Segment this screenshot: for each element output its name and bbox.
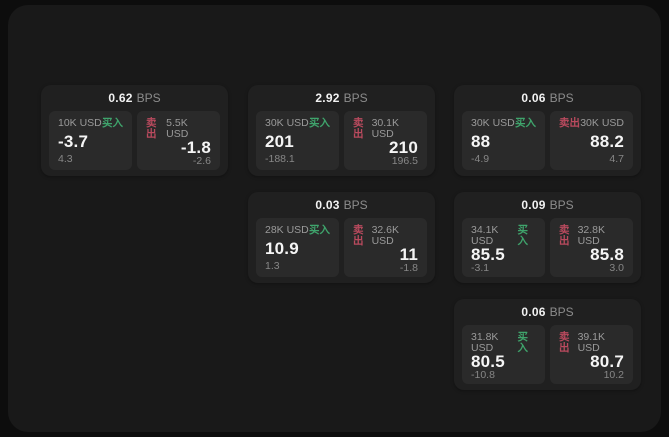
sell-price-value: 85.8 xyxy=(590,245,624,264)
buy-side-label: 买入 xyxy=(102,117,123,129)
quote-card: 0.06 BPS 31.8K USD 买入 80.5 -10.8 卖出 39.1… xyxy=(454,299,641,390)
quote-row: 34.1K USD 买入 85.5 -3.1 卖出 32.8K USD 85.8… xyxy=(462,218,633,277)
sell-size-label: 30K USD xyxy=(580,117,624,129)
buy-delta-value: 1.3 xyxy=(265,259,280,272)
buy-side-label: 买入 xyxy=(517,224,528,247)
sell-size-label: 5.5K USD xyxy=(166,117,189,140)
buy-size-label: 34.1K USD xyxy=(471,224,499,247)
bps-unit-label: BPS xyxy=(136,91,161,105)
card-header: 2.92 BPS xyxy=(248,85,435,111)
sell-side-label: 卖出 xyxy=(146,117,157,140)
buy-side-label: 买入 xyxy=(309,224,330,236)
sell-quote-tile[interactable]: 卖出 30K USD 88.2 4.7 xyxy=(550,111,633,170)
sell-side-label: 卖出 xyxy=(559,117,580,129)
buy-price-value: 80.5 xyxy=(471,352,505,371)
sell-price-value: 88.2 xyxy=(590,131,624,151)
sell-price-value: -1.8 xyxy=(180,138,211,157)
sell-price-value: 80.7 xyxy=(590,352,624,371)
buy-price-value: 85.5 xyxy=(471,245,505,264)
buy-quote-tile[interactable]: 31.8K USD 买入 80.5 -10.8 xyxy=(462,325,545,384)
buy-price-value: -3.7 xyxy=(58,131,89,151)
sell-quote-tile[interactable]: 卖出 5.5K USD -1.8 -2.6 xyxy=(137,111,220,170)
sell-delta-value: -1.8 xyxy=(399,262,418,274)
quote-card: 0.06 BPS 30K USD 买入 88 -4.9 卖出 30K USD 8… xyxy=(454,85,641,176)
buy-size-label: 30K USD xyxy=(471,117,515,129)
buy-size-label: 30K USD xyxy=(265,117,309,129)
sell-price-value: 11 xyxy=(399,245,418,264)
buy-quote-tile[interactable]: 30K USD 买入 201 -188.1 xyxy=(256,111,339,170)
buy-price-value: 10.9 xyxy=(265,238,299,258)
spread-bps-value: 0.09 xyxy=(521,198,546,212)
sell-delta-value: 10.2 xyxy=(603,369,624,381)
buy-quote-tile[interactable]: 10K USD 买入 -3.7 4.3 xyxy=(49,111,132,170)
sell-side-label: 卖出 xyxy=(559,224,570,247)
sell-price-value: 210 xyxy=(389,138,418,157)
buy-size-label: 10K USD xyxy=(58,117,102,129)
buy-quote-tile[interactable]: 28K USD 买入 10.9 1.3 xyxy=(256,218,339,277)
quote-card: 0.09 BPS 34.1K USD 买入 85.5 -3.1 卖出 32.8K… xyxy=(454,192,641,283)
quote-row: 30K USD 买入 88 -4.9 卖出 30K USD 88.2 4.7 xyxy=(462,111,633,170)
quote-row: 31.8K USD 买入 80.5 -10.8 卖出 39.1K USD 80.… xyxy=(462,325,633,384)
sell-side-label: 卖出 xyxy=(559,331,570,354)
sell-quote-tile[interactable]: 卖出 30.1K USD 210 196.5 xyxy=(344,111,427,170)
buy-size-label: 28K USD xyxy=(265,224,309,236)
buy-delta-value: 4.3 xyxy=(58,152,73,165)
bps-unit-label: BPS xyxy=(549,305,574,319)
quote-row: 10K USD 买入 -3.7 4.3 卖出 5.5K USD -1.8 -2.… xyxy=(49,111,220,170)
sell-delta-value: 196.5 xyxy=(391,155,418,167)
sell-side-label: 卖出 xyxy=(353,117,364,140)
buy-side-label: 买入 xyxy=(515,117,536,129)
sell-delta-value: 4.7 xyxy=(609,152,624,165)
buy-delta-value: -4.9 xyxy=(471,152,490,165)
buy-size-label: 31.8K USD xyxy=(471,331,499,354)
sell-size-label: 30.1K USD xyxy=(371,117,400,140)
quote-row: 28K USD 买入 10.9 1.3 卖出 32.6K USD 11 -1.8 xyxy=(256,218,427,277)
buy-price-value: 88 xyxy=(471,131,491,151)
card-header: 0.06 BPS xyxy=(454,85,641,111)
card-header: 0.06 BPS xyxy=(454,299,641,325)
buy-delta-value: -10.8 xyxy=(471,369,495,381)
spread-bps-value: 0.06 xyxy=(521,305,546,319)
card-header: 0.09 BPS xyxy=(454,192,641,218)
sell-side-label: 卖出 xyxy=(353,224,364,247)
sell-size-label: 32.6K USD xyxy=(371,224,400,247)
sell-quote-tile[interactable]: 卖出 32.6K USD 11 -1.8 xyxy=(344,218,427,277)
sell-quote-tile[interactable]: 卖出 39.1K USD 80.7 10.2 xyxy=(550,325,633,384)
buy-side-label: 买入 xyxy=(309,117,330,129)
spread-bps-value: 0.06 xyxy=(521,91,546,105)
sell-delta-value: -2.6 xyxy=(192,155,211,167)
card-header: 0.03 BPS xyxy=(248,192,435,218)
bps-unit-label: BPS xyxy=(549,198,574,212)
bps-unit-label: BPS xyxy=(343,91,368,105)
sell-quote-tile[interactable]: 卖出 32.8K USD 85.8 3.0 xyxy=(550,218,633,277)
buy-delta-value: -188.1 xyxy=(265,152,295,165)
dashboard-panel: 0.62 BPS 10K USD 买入 -3.7 4.3 卖出 5.5K USD… xyxy=(8,5,661,432)
buy-quote-tile[interactable]: 30K USD 买入 88 -4.9 xyxy=(462,111,545,170)
spread-bps-value: 2.92 xyxy=(315,91,340,105)
quote-card: 2.92 BPS 30K USD 买入 201 -188.1 卖出 30.1K … xyxy=(248,85,435,176)
buy-quote-tile[interactable]: 34.1K USD 买入 85.5 -3.1 xyxy=(462,218,545,277)
quote-card: 0.62 BPS 10K USD 买入 -3.7 4.3 卖出 5.5K USD… xyxy=(41,85,228,176)
quote-row: 30K USD 买入 201 -188.1 卖出 30.1K USD 210 1… xyxy=(256,111,427,170)
spread-bps-value: 0.03 xyxy=(315,198,340,212)
sell-size-label: 32.8K USD xyxy=(577,224,606,247)
spread-bps-value: 0.62 xyxy=(108,91,133,105)
bps-unit-label: BPS xyxy=(343,198,368,212)
buy-price-value: 201 xyxy=(265,131,294,151)
sell-delta-value: 3.0 xyxy=(609,262,624,274)
buy-side-label: 买入 xyxy=(517,331,528,354)
quote-card: 0.03 BPS 28K USD 买入 10.9 1.3 卖出 32.6K US… xyxy=(248,192,435,283)
card-header: 0.62 BPS xyxy=(41,85,228,111)
bps-unit-label: BPS xyxy=(549,91,574,105)
buy-delta-value: -3.1 xyxy=(471,262,490,274)
sell-size-label: 39.1K USD xyxy=(577,331,606,354)
